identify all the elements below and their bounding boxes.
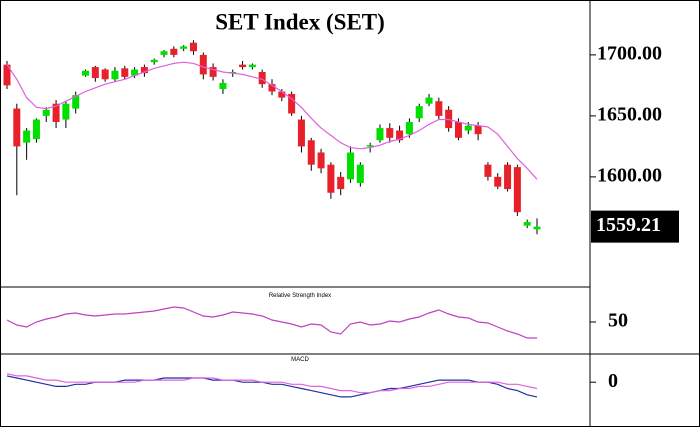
candle-body: [278, 91, 286, 98]
candle-body: [180, 46, 188, 49]
candle-body: [82, 70, 90, 76]
candle-body: [435, 101, 443, 116]
candle-body: [288, 93, 296, 114]
candle-body: [32, 119, 40, 140]
y-tick-label: 0: [608, 370, 618, 392]
candle-body: [415, 106, 423, 119]
candle-body: [13, 108, 21, 147]
candle-body: [474, 125, 482, 135]
candle-body: [62, 103, 70, 120]
y-tick-label: 1700.00: [597, 42, 662, 64]
candle-body: [170, 48, 178, 55]
candle-body: [121, 68, 129, 77]
candle-body: [533, 226, 541, 230]
series-line: [6, 373, 538, 394]
candle-body: [425, 97, 433, 104]
candle-body: [504, 164, 512, 190]
y-tick-label: 1600.00: [597, 164, 662, 186]
candle-body: [366, 145, 374, 147]
candle-body: [307, 140, 315, 165]
candle-body: [297, 119, 305, 147]
candle-body: [494, 176, 502, 187]
candle-body: [219, 82, 227, 90]
panel-title: Relative Strength Index: [269, 293, 331, 299]
candle-body: [209, 67, 217, 77]
candle-body: [248, 64, 256, 68]
candle-body: [239, 64, 247, 68]
candle-body: [405, 121, 413, 135]
candle-body: [258, 71, 266, 85]
candle-body: [72, 95, 80, 109]
candle-body: [513, 167, 521, 213]
candle-body: [376, 128, 384, 141]
last-price-box: [591, 210, 679, 243]
candle-body: [91, 67, 99, 79]
candle-body: [150, 59, 158, 63]
candle-body: [160, 51, 168, 55]
candle-body: [337, 176, 345, 190]
candle-body: [386, 128, 394, 138]
candle-body: [327, 164, 335, 193]
candle-body: [484, 164, 492, 177]
candle-body: [3, 64, 11, 86]
y-tick-label: 50: [608, 310, 628, 332]
candle-body: [317, 152, 325, 169]
series-line: [6, 306, 537, 339]
panel-title: MACD: [291, 357, 309, 363]
candle-body: [52, 103, 60, 122]
last-price-label: 1559.21: [596, 214, 661, 236]
candle-body: [111, 70, 119, 80]
candle-body: [454, 121, 462, 138]
candle-body: [23, 130, 31, 143]
candle-body: [131, 69, 139, 76]
candle-body: [347, 152, 355, 180]
candle-body: [199, 54, 207, 75]
chart-title: SET Index (SET): [215, 9, 385, 34]
candle-body: [189, 42, 197, 52]
candle-body: [42, 109, 50, 116]
candle-body: [464, 125, 472, 131]
candle-body: [396, 130, 404, 141]
candle-body: [101, 69, 109, 80]
series-line: [6, 61, 538, 180]
candle-body: [356, 164, 364, 183]
candle-body: [140, 67, 148, 74]
candle-body: [523, 222, 531, 226]
candle-body: [268, 84, 276, 92]
y-tick-label: 1650.00: [597, 103, 662, 125]
